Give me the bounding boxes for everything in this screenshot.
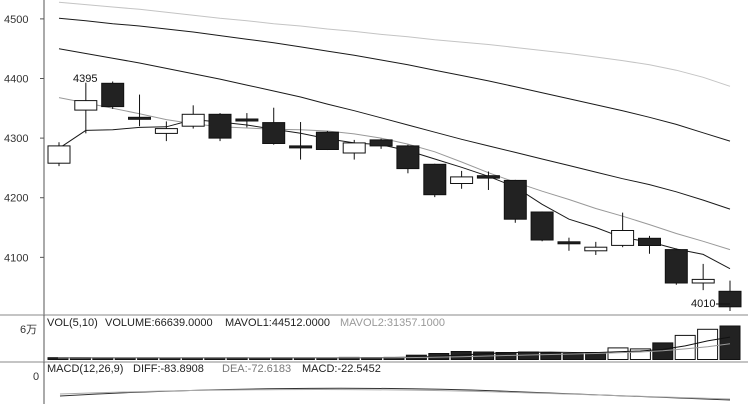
volume-bar	[517, 351, 539, 360]
moving-average-line	[58, 17, 731, 142]
candle-body	[557, 241, 581, 245]
candle-body	[289, 145, 313, 149]
candlesticks	[47, 81, 742, 311]
mavol2-label: MAVOL2:31357.1000	[340, 317, 445, 329]
volume-bar	[697, 328, 719, 360]
low-annotation: 4010	[691, 298, 715, 310]
macd-dea-label: DEA:-72.6183	[222, 363, 291, 375]
candle-body	[584, 246, 608, 252]
mavol1-line	[57, 336, 731, 359]
volume-value-label: VOLUME:66639.0000	[105, 317, 213, 329]
candle-body	[476, 175, 500, 179]
candle-body	[691, 278, 715, 284]
macd-dea-line	[59, 389, 731, 400]
candle-body	[208, 113, 232, 139]
candle-body	[47, 145, 71, 164]
macd-macd-label: MACD:-22.5452	[302, 363, 381, 375]
volume-bar	[607, 347, 629, 360]
macd-indicator-label: MACD(12,26,9)	[47, 363, 123, 375]
price-tick-label: 4400	[4, 74, 28, 86]
candle-body	[235, 118, 259, 122]
candle-body	[611, 230, 635, 246]
macd-diff-label: DIFF:-83.8908	[133, 363, 204, 375]
moving-average-lines	[58, 1, 731, 270]
candle-body	[315, 131, 339, 150]
volume-y-tick: 6万	[20, 324, 37, 336]
candle-body	[450, 176, 474, 184]
candle-body	[369, 139, 393, 147]
candle-body	[530, 211, 554, 241]
volume-bar	[719, 325, 741, 360]
candle-body	[718, 290, 742, 308]
mavol2-line	[58, 343, 731, 359]
candle-body	[101, 82, 125, 108]
volume-bar	[540, 352, 562, 360]
price-tick-label: 4200	[4, 193, 28, 205]
mavol1-label: MAVOL1:44512.0000	[225, 317, 330, 329]
candle-body	[154, 128, 178, 134]
moving-average-line	[58, 97, 731, 251]
volume-average-lines	[57, 336, 731, 359]
volume-indicator-label: VOL(5,10)	[47, 317, 98, 329]
moving-average-line	[58, 1, 731, 87]
candle-body	[638, 237, 661, 247]
candle-body	[262, 122, 286, 144]
macd-y-tick: 0	[33, 371, 39, 383]
volume-bar	[629, 348, 651, 360]
macd-panel: MACD(12,26,9) DIFF:-83.8908 DEA:-72.6183…	[33, 362, 731, 404]
candle-body	[503, 179, 527, 220]
candle-body	[664, 249, 688, 284]
high-annotation: 4395	[73, 73, 97, 85]
price-tick-label: 4300	[4, 133, 28, 145]
price-tick-label: 4500	[4, 14, 28, 26]
price-y-ticks: 4100 4200 4300 4400 4500	[4, 14, 44, 264]
candle-body	[342, 142, 366, 154]
volume-bars	[47, 325, 741, 361]
price-panel: 4100 4200 4300 4400 4500 4395 4010	[4, 0, 742, 315]
moving-average-line	[58, 48, 731, 210]
candle-body	[74, 100, 98, 111]
moving-average-line	[58, 119, 731, 270]
candle-body	[423, 163, 447, 196]
candle-body	[396, 145, 420, 170]
candle-body	[181, 113, 205, 127]
candle-body	[128, 116, 151, 120]
price-tick-label: 4100	[4, 252, 28, 264]
volume-panel: VOL(5,10) VOLUME:66639.0000 MAVOL1:44512…	[20, 315, 741, 362]
